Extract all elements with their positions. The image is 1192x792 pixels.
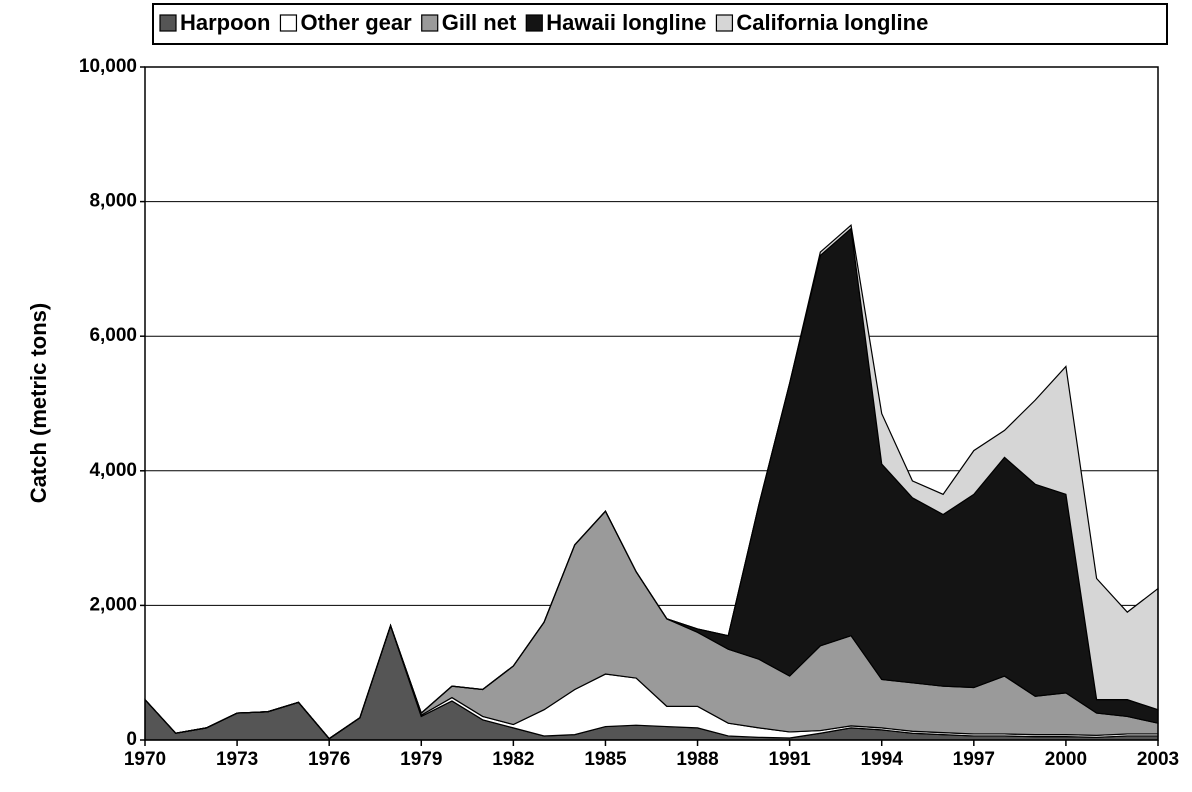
x-tick-label: 2003 (1137, 749, 1179, 770)
x-tick-label: 1982 (492, 749, 534, 770)
plot-frame (144, 66, 1159, 741)
y-tick-label: 4,000 (89, 460, 137, 481)
y-tick-label: 2,000 (89, 594, 137, 615)
x-tick-label: 1979 (400, 749, 442, 770)
legend-label: Gill net (442, 10, 517, 35)
x-tick-label: 2000 (1045, 749, 1087, 770)
y-tick-label: 8,000 (89, 191, 137, 212)
legend-swatch (279, 14, 298, 32)
x-tick-label: 1970 (124, 749, 166, 770)
legend-label: Other gear (300, 10, 412, 35)
legend-label: Harpoon (180, 10, 270, 35)
legend-swatch (525, 14, 543, 32)
legend-swatch (159, 14, 177, 32)
legend-label: Hawaii longline (546, 10, 706, 35)
legend-swatch (421, 14, 439, 32)
y-tick-label: 10,000 (79, 56, 137, 77)
x-tick-label: 1994 (861, 749, 904, 770)
x-tick-label: 1973 (216, 749, 258, 770)
x-tick-label: 1976 (308, 749, 350, 770)
legend-swatch (715, 14, 734, 32)
x-tick-label: 1991 (768, 749, 811, 770)
y-tick-label: 6,000 (89, 325, 137, 346)
legend-box (152, 3, 1168, 45)
x-tick-label: 1988 (676, 749, 718, 770)
y-tick-label: 0 (126, 729, 137, 750)
x-tick-label: 1997 (953, 749, 995, 770)
legend-label: California longline (736, 10, 928, 35)
y-axis-label: Catch (metric tons) (26, 303, 51, 503)
x-tick-label: 1985 (584, 749, 627, 770)
